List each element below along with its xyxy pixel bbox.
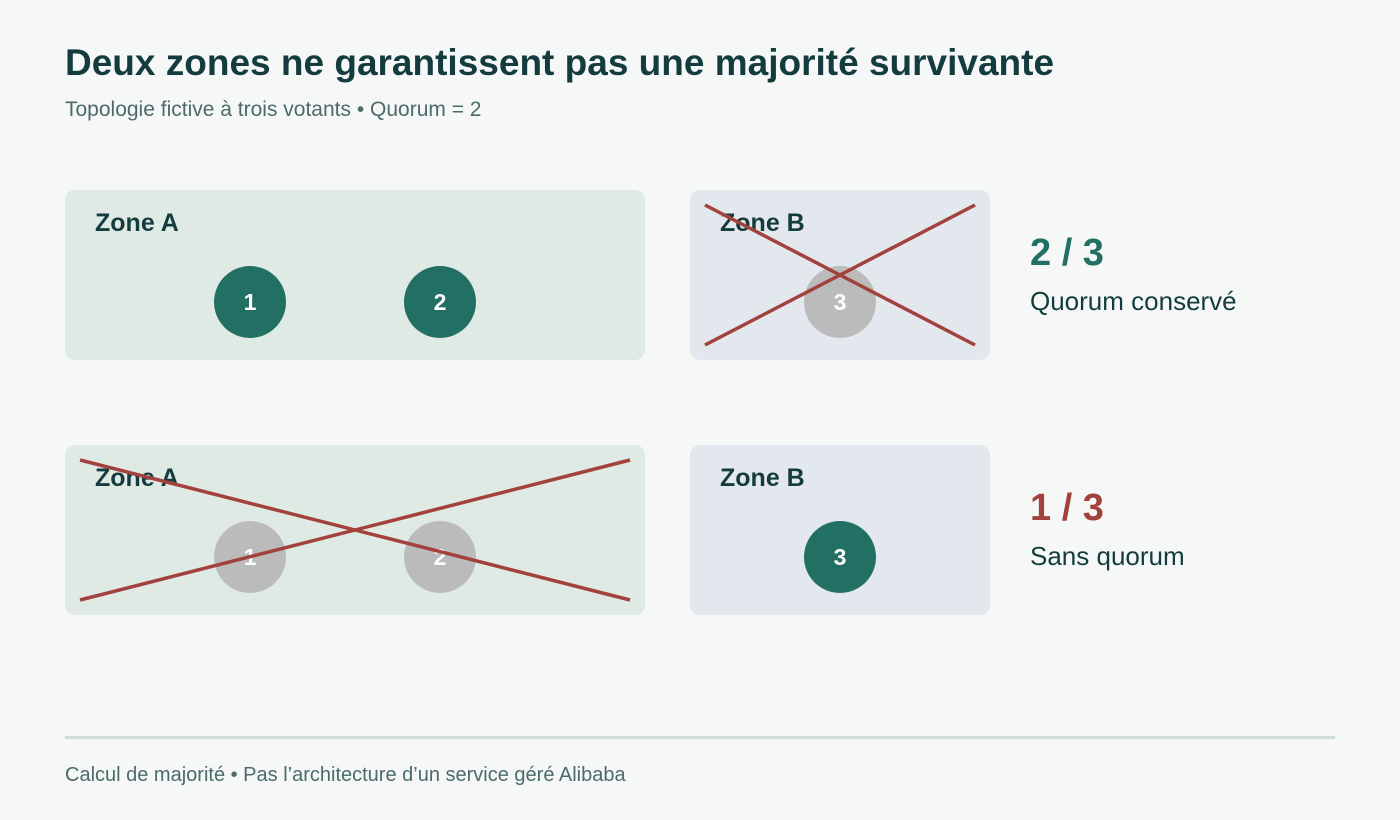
vote-count: 1 / 3 bbox=[1030, 487, 1104, 529]
quorum-status: Quorum conservé bbox=[1030, 286, 1237, 316]
scenario-1-zone-a: Zone A 1 2 bbox=[65, 190, 645, 360]
scenario-1-result: 2 / 3 Quorum conservé bbox=[1030, 230, 1237, 317]
voter-node-2: 2 bbox=[404, 266, 476, 338]
voter-node-2: 2 bbox=[404, 521, 476, 593]
zone-label: Zone B bbox=[720, 209, 805, 237]
zone-label: Zone A bbox=[95, 209, 179, 237]
scenario-2-result: 1 / 3 Sans quorum bbox=[1030, 485, 1185, 572]
scenario-1-zone-b: Zone B 3 bbox=[690, 190, 990, 360]
quorum-status: Sans quorum bbox=[1030, 541, 1185, 571]
page-subtitle: Topologie fictive à trois votants • Quor… bbox=[65, 98, 482, 121]
vote-count: 2 / 3 bbox=[1030, 232, 1104, 274]
page-title: Deux zones ne garantissent pas une major… bbox=[65, 42, 1055, 83]
voter-node-3: 3 bbox=[804, 266, 876, 338]
footer-note: Calcul de majorité • Pas l’architecture … bbox=[65, 764, 626, 786]
zone-label: Zone B bbox=[720, 464, 805, 492]
footer-divider bbox=[65, 736, 1335, 739]
scenario-2-zone-b: Zone B 3 bbox=[690, 445, 990, 615]
zone-label: Zone A bbox=[95, 464, 179, 492]
voter-node-1: 1 bbox=[214, 521, 286, 593]
voter-node-3: 3 bbox=[804, 521, 876, 593]
voter-node-1: 1 bbox=[214, 266, 286, 338]
scenario-2-zone-a: Zone A 1 2 bbox=[65, 445, 645, 615]
